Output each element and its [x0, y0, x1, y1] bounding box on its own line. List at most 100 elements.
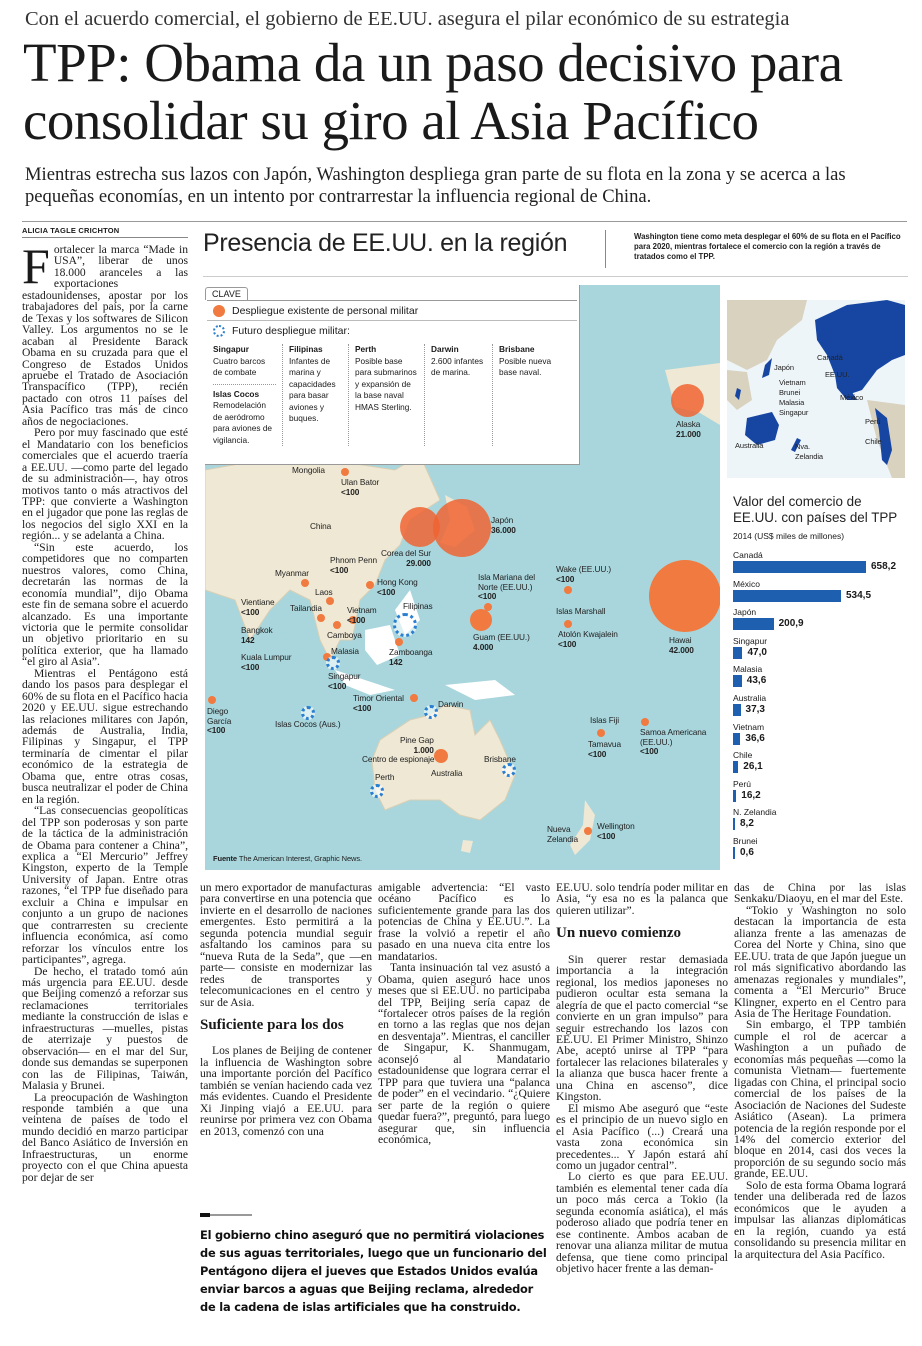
site-label: Tailandia: [290, 603, 322, 613]
source-note: Fuente The American Interest, Graphic Ne…: [213, 854, 362, 863]
paragraph: EE.UU. solo tendría poder militar en Asi…: [556, 882, 728, 917]
marker-northern-marianas[interactable]: [484, 603, 492, 611]
key-item-title: Singapur: [213, 344, 249, 354]
marker-hawaii[interactable]: [649, 560, 720, 632]
site-label: Vietnam <100: [347, 605, 377, 625]
site-label: Japón 36.000: [491, 515, 516, 535]
marker-zamboanga[interactable]: [395, 638, 403, 646]
marker-guam[interactable]: [470, 609, 492, 631]
site-label: Islas Marshall: [556, 606, 606, 616]
marker-diego-garcia[interactable]: [208, 696, 216, 704]
category-label: Malasia: [733, 664, 763, 675]
minimap-label: Nva. Zelandia: [795, 442, 823, 461]
value-label: 16,2: [741, 789, 761, 801]
site-label: Hawai 42.000: [669, 635, 694, 655]
site-label: Ulan Bator <100: [341, 477, 380, 497]
category-label: Chile: [733, 750, 753, 761]
article-column-4: das de China por las islas Senkaku/Diaoy…: [734, 882, 906, 1342]
marker-cambodia[interactable]: [333, 621, 341, 629]
marker-east-timor[interactable]: [410, 694, 418, 702]
site-label: Laos: [315, 587, 333, 597]
paragraph: El mismo Abe aseguró que “este es el pri…: [556, 1101, 728, 1172]
site-label: Filipinas: [403, 601, 433, 611]
paragraph: Lo cierto es que para EE.UU. también es …: [556, 1170, 728, 1276]
marker-laos[interactable]: [326, 597, 334, 605]
marker-wellington[interactable]: [584, 827, 592, 835]
key-future-label: Futuro despliegue militar:: [232, 325, 350, 337]
site-label: Wake (EE.UU.) <100: [556, 564, 612, 584]
divider: [605, 230, 606, 268]
chart-row: Malasia 43,6: [733, 664, 908, 693]
bar: [733, 618, 774, 631]
paragraph: Pero por muy fascinado que esté el Manda…: [22, 426, 188, 543]
paragraph: De hecho, el tratado tomó aún más urgenc…: [22, 964, 188, 1093]
site-label: Islas Fiji: [590, 715, 619, 725]
pull-quote: El gobierno chino aseguró que no permiti…: [200, 1228, 547, 1314]
marker-kuala-lumpur[interactable]: [323, 653, 331, 661]
divider: [22, 221, 907, 222]
paragraph: ortalecer la marca “Made in USA”, libera…: [22, 244, 188, 428]
site-label: Vientiane <100: [241, 597, 275, 617]
site-label: Atolón Kwajalein <100: [558, 629, 618, 649]
marker-american-samoa[interactable]: [641, 718, 649, 726]
marker-alaska[interactable]: [671, 384, 704, 417]
bar: [733, 703, 741, 716]
existing-deployment-icon: [213, 305, 225, 317]
chart-row: Singapur 47,0: [733, 636, 908, 665]
minimap-label: Brunei: [779, 388, 801, 397]
minimap-label: Vietnam: [779, 378, 806, 387]
marker-cocos-future[interactable]: [301, 706, 315, 720]
article-column-2: amigable advertencia: “El vasto océano P…: [378, 882, 550, 1202]
marker-singapore-future[interactable]: [326, 656, 340, 670]
marker-pine-gap[interactable]: [434, 749, 448, 763]
site-label: Kuala Lumpur <100: [241, 652, 292, 672]
category-label: Canadá: [733, 550, 763, 560]
marker-perth-future[interactable]: [370, 784, 384, 798]
marker-vietnam[interactable]: [349, 616, 357, 624]
site-label: Zamboanga 142: [389, 647, 433, 667]
marker-hong-kong[interactable]: [366, 581, 374, 589]
key-item-text: Posible nueva base naval.: [499, 355, 552, 378]
category-label: Japón: [733, 607, 757, 618]
region-label: Australia: [431, 768, 463, 778]
chart-row: Japón 200,9: [733, 607, 908, 636]
marker-myanmar[interactable]: [301, 579, 309, 587]
category-label: N. Zelandia: [733, 807, 777, 818]
key-tab: CLAVE: [205, 287, 248, 300]
subheading: Suficiente para los dos: [200, 1016, 344, 1033]
chart-row: México 534,5: [733, 579, 908, 608]
site-label: Darwin: [438, 699, 464, 709]
marker-japan[interactable]: [433, 499, 491, 557]
chart-row: Perú 16,2: [733, 779, 908, 808]
site-label: Centro de espionaje: [362, 754, 435, 764]
value-label: 200,9: [778, 618, 804, 630]
byline: ALICIA TAGLE CRICHTON: [22, 226, 188, 238]
region-label: China: [310, 521, 332, 531]
chart-row: Chile 26,1: [733, 750, 908, 779]
site-label: Singapur <100: [328, 671, 361, 691]
marker-darwin-future[interactable]: [424, 705, 438, 719]
graphic-title: Presencia de EE.UU. en la región: [203, 229, 568, 257]
site-label: Alaska 21.000: [676, 419, 701, 439]
key-item-text: Cuatro barcos de combate: [213, 355, 266, 378]
paragraph: Sin querer restar demasiada importancia …: [556, 952, 728, 1104]
kicker: Con el acuerdo comercial, el gobierno de…: [25, 8, 790, 30]
marker-kwajalein[interactable]: [564, 620, 572, 628]
minimap-label: Malasia: [779, 398, 805, 407]
minimap-label: Singapur: [779, 408, 809, 417]
paragraph: “Tokio y Washington no solo destacan la …: [734, 903, 906, 1020]
paragraph: Sin embargo, el TPP también cumple el ro…: [734, 1018, 906, 1181]
region-label: Mongolia: [292, 465, 325, 475]
marker-brisbane-future[interactable]: [502, 763, 516, 777]
marker-wake[interactable]: [564, 586, 572, 594]
paragraph: Solo de esta forma Obama logrará tender …: [734, 1178, 906, 1261]
article-column-1: un mero exportador de manufacturas para …: [200, 882, 372, 1217]
marker-ulan-bator[interactable]: [341, 468, 349, 476]
marker-philippines-future[interactable]: [393, 613, 417, 637]
site-label: Isla Mariana del Norte (EE.UU.) <100: [478, 572, 535, 601]
chart-row: Brunei 0,6: [733, 836, 908, 865]
marker-thailand[interactable]: [317, 614, 325, 622]
bar: [733, 789, 737, 802]
site-label: Nueva Zelandia: [547, 824, 579, 844]
marker-tamavua[interactable]: [597, 729, 605, 737]
